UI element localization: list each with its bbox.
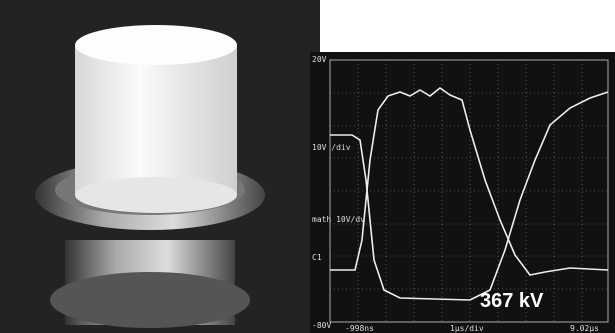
time-end: 9.02µs — [570, 324, 599, 333]
trace-voltage — [330, 91, 609, 301]
time-start: -998ns — [345, 324, 374, 333]
cylinder-top — [75, 25, 237, 65]
cylinder-bottom — [75, 177, 237, 213]
bottom-label: -80V — [312, 321, 331, 330]
annotation: 367 kV — [480, 290, 544, 312]
base-plate — [50, 272, 250, 328]
scope-frame — [329, 59, 609, 323]
side-label: math 10V/dv — [312, 215, 365, 224]
cylinder — [75, 45, 237, 195]
time-div: 1µs/div — [450, 324, 484, 333]
side-label: C1 — [312, 253, 322, 262]
top-label: 20V — [312, 55, 327, 64]
trace-output — [330, 87, 609, 276]
side-label: 10V /div — [312, 143, 351, 152]
scope-screen — [310, 52, 615, 333]
